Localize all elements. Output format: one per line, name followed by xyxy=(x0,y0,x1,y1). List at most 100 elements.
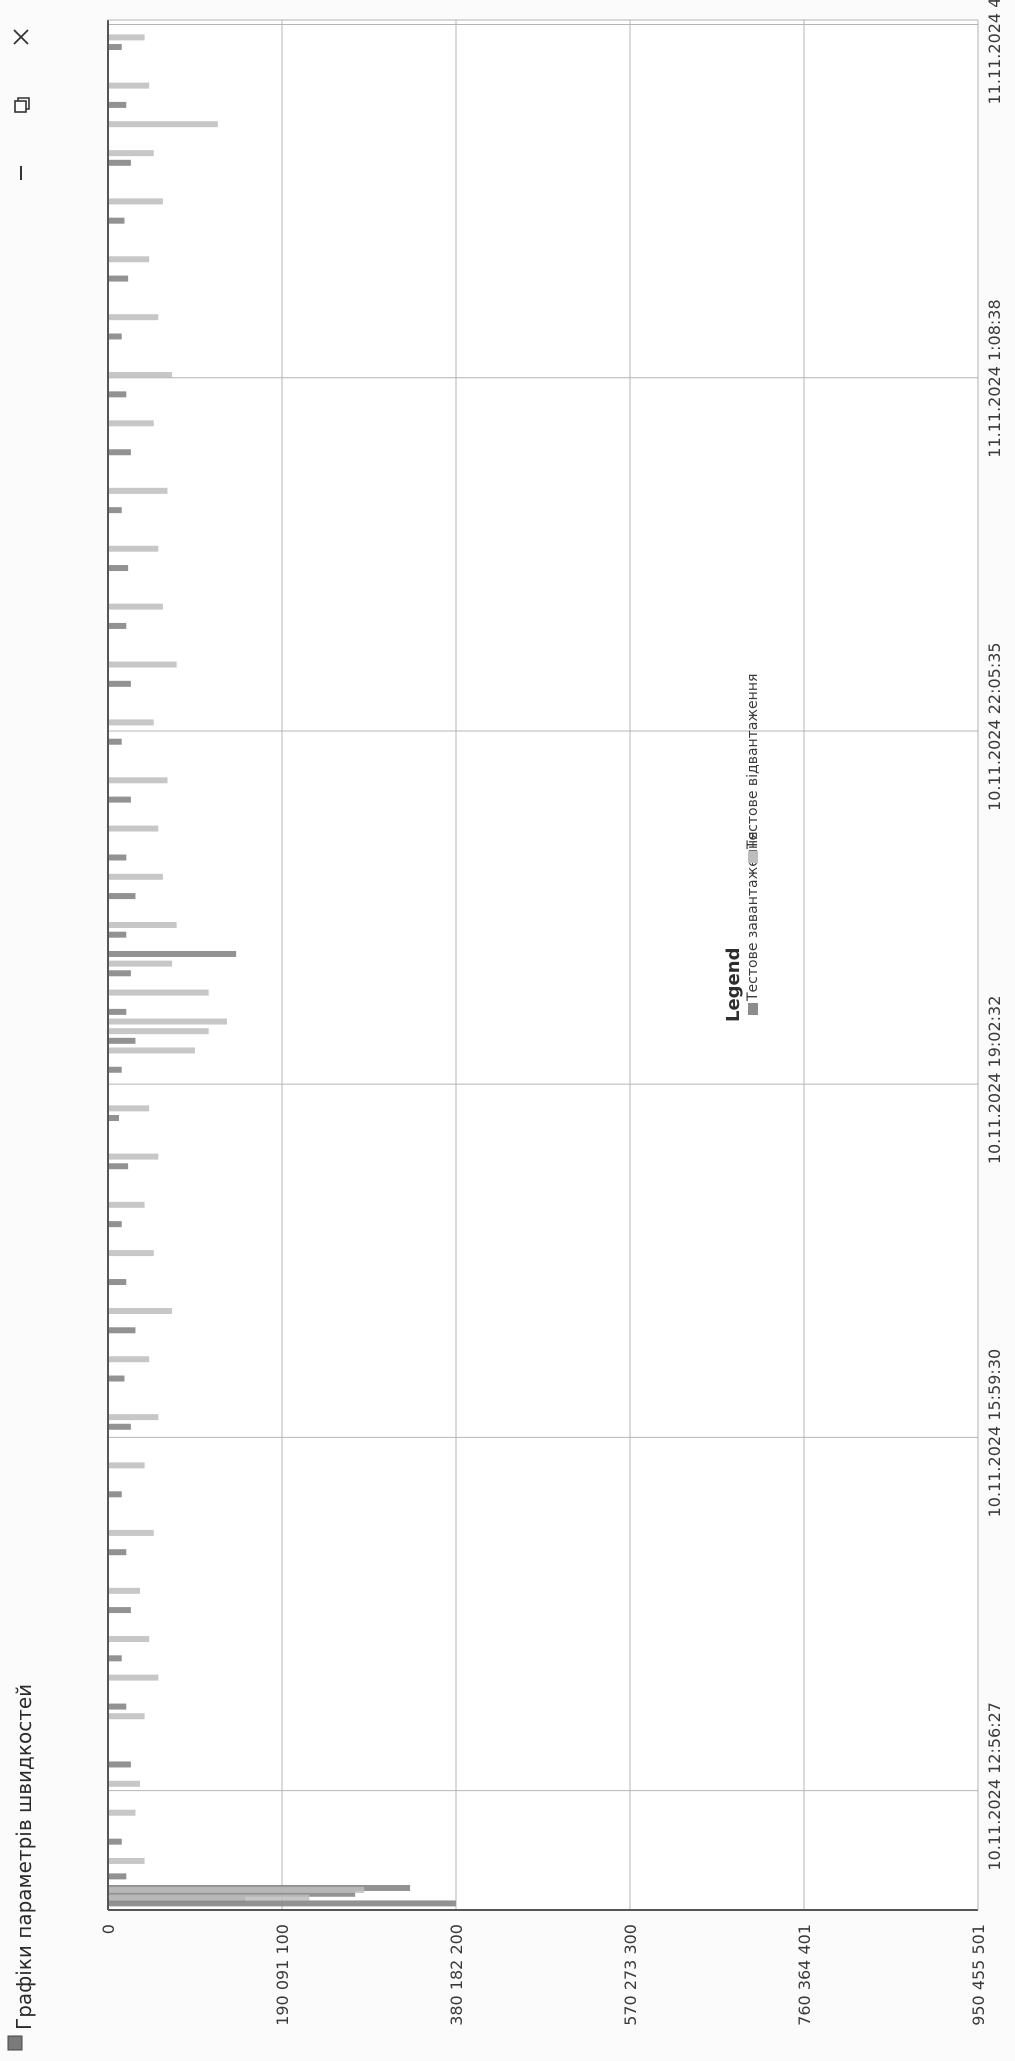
bar-upload xyxy=(108,121,218,128)
bar-download xyxy=(108,391,127,398)
bar-download xyxy=(108,1008,127,1015)
bar-download xyxy=(108,1607,131,1614)
y-tick-label: 570 273 300 xyxy=(621,1924,640,2026)
bar-upload xyxy=(108,1105,150,1112)
bar-upload xyxy=(108,719,154,726)
legend-label-download: Тестове завантаження xyxy=(745,831,761,1002)
bar-download xyxy=(108,854,127,861)
bar-download xyxy=(108,507,122,514)
y-tick-label: 760 364 401 xyxy=(795,1924,814,2026)
legend-swatch-download xyxy=(748,1003,758,1015)
bar-download xyxy=(108,1549,127,1556)
restore-icon xyxy=(14,97,30,113)
legend-title: Legend xyxy=(723,948,744,1022)
bar-upload xyxy=(108,1713,145,1720)
x-tick-label: 10.11.2024 22:05:35 xyxy=(985,642,1004,811)
bar-upload xyxy=(108,1414,159,1421)
bar-download xyxy=(108,1900,456,1907)
bar-download xyxy=(108,1115,119,1122)
bar-upload xyxy=(108,150,154,157)
bar-download xyxy=(108,893,136,900)
app-icon xyxy=(7,2035,23,2051)
bar-upload xyxy=(108,873,163,880)
bar-upload xyxy=(108,960,173,967)
bar-upload xyxy=(108,1201,145,1208)
bar-upload xyxy=(108,545,159,552)
plot-area xyxy=(108,20,978,1910)
bar-upload xyxy=(108,1587,141,1594)
bar-download xyxy=(108,1327,136,1334)
bar-download xyxy=(108,1066,122,1073)
bar-download xyxy=(108,1491,122,1498)
bar-upload xyxy=(108,1809,136,1816)
bar-download xyxy=(108,1703,127,1710)
bar-upload xyxy=(108,1356,150,1363)
bar-download xyxy=(108,1037,136,1044)
bar-download xyxy=(108,275,129,282)
bar-download xyxy=(108,101,127,108)
x-tick-label: 10.11.2024 15:59:30 xyxy=(985,1349,1004,1518)
x-tick-label: 11.11.2024 1:08:38 xyxy=(985,299,1004,457)
x-axis-ticks: 10.11.2024 12:56:27 10.11.2024 15:59:30 10… xyxy=(985,0,1004,1871)
bar-upload xyxy=(108,1153,159,1160)
bar-upload xyxy=(108,603,163,610)
bar-upload xyxy=(108,1529,154,1536)
bar-upload xyxy=(108,1250,154,1257)
bar-download xyxy=(108,1163,129,1170)
bar-download xyxy=(108,622,127,629)
minimize-button[interactable] xyxy=(8,160,34,186)
bar-download xyxy=(108,931,127,938)
bar-upload xyxy=(108,1674,159,1681)
x-tick-label: 11.11.2024 4:11:40 xyxy=(985,0,1004,105)
bar-download xyxy=(108,159,131,166)
bar-upload xyxy=(108,487,168,494)
legend-swatch-upload xyxy=(748,851,758,863)
bar-upload xyxy=(108,1894,310,1901)
bar-upload xyxy=(108,34,145,41)
y-tick-label: 380 182 200 xyxy=(447,1924,466,2026)
bar-download xyxy=(108,1279,127,1286)
bar-upload xyxy=(108,777,168,784)
bar-download xyxy=(108,217,125,224)
bar-download xyxy=(108,1761,131,1768)
bar-download xyxy=(108,1375,125,1382)
bar-upload xyxy=(108,1462,145,1469)
y-tick-label: 950 455 501 xyxy=(969,1924,988,2026)
legend: Legend Тестове завантаження Тестове відв… xyxy=(723,674,761,1022)
bar-upload xyxy=(108,1780,141,1787)
bar-upload xyxy=(108,1857,145,1864)
bar-upload xyxy=(108,1047,195,1054)
legend-label-upload: Тестове відвантаження xyxy=(745,674,761,850)
bar-download xyxy=(108,1221,122,1228)
bar-download xyxy=(108,1890,356,1897)
bar-download xyxy=(108,565,129,572)
window-title: Графіки параметрів швидкостей xyxy=(12,1684,36,2030)
close-button[interactable] xyxy=(8,24,34,50)
bar-upload xyxy=(108,1636,150,1643)
bar-download xyxy=(108,1873,127,1880)
y-tick-label: 190 091 100 xyxy=(273,1924,292,2026)
bar-download xyxy=(108,738,122,745)
bar-download xyxy=(108,950,237,957)
bar-upload xyxy=(108,825,159,832)
bar-upload xyxy=(108,1886,365,1893)
bar-download xyxy=(108,680,131,687)
bar-upload xyxy=(108,922,177,929)
close-icon xyxy=(13,29,29,45)
bar-series xyxy=(108,34,456,1907)
bar-download xyxy=(108,44,122,51)
axes xyxy=(107,19,979,1911)
y-axis-ticks: 0 190 091 100 380 182 200 570 273 300 760 36… xyxy=(99,1924,988,2026)
bar-upload xyxy=(108,372,173,379)
restore-button[interactable] xyxy=(8,94,34,120)
title-bar: Графіки параметрів швидкостей xyxy=(7,1684,36,2051)
bar-upload xyxy=(108,314,159,321)
bar-upload xyxy=(108,989,209,996)
bar-download xyxy=(108,1655,122,1662)
bar-download xyxy=(108,970,131,977)
bar-upload xyxy=(108,198,163,205)
bar-download xyxy=(108,1838,122,1845)
bar-upload xyxy=(108,1018,227,1025)
